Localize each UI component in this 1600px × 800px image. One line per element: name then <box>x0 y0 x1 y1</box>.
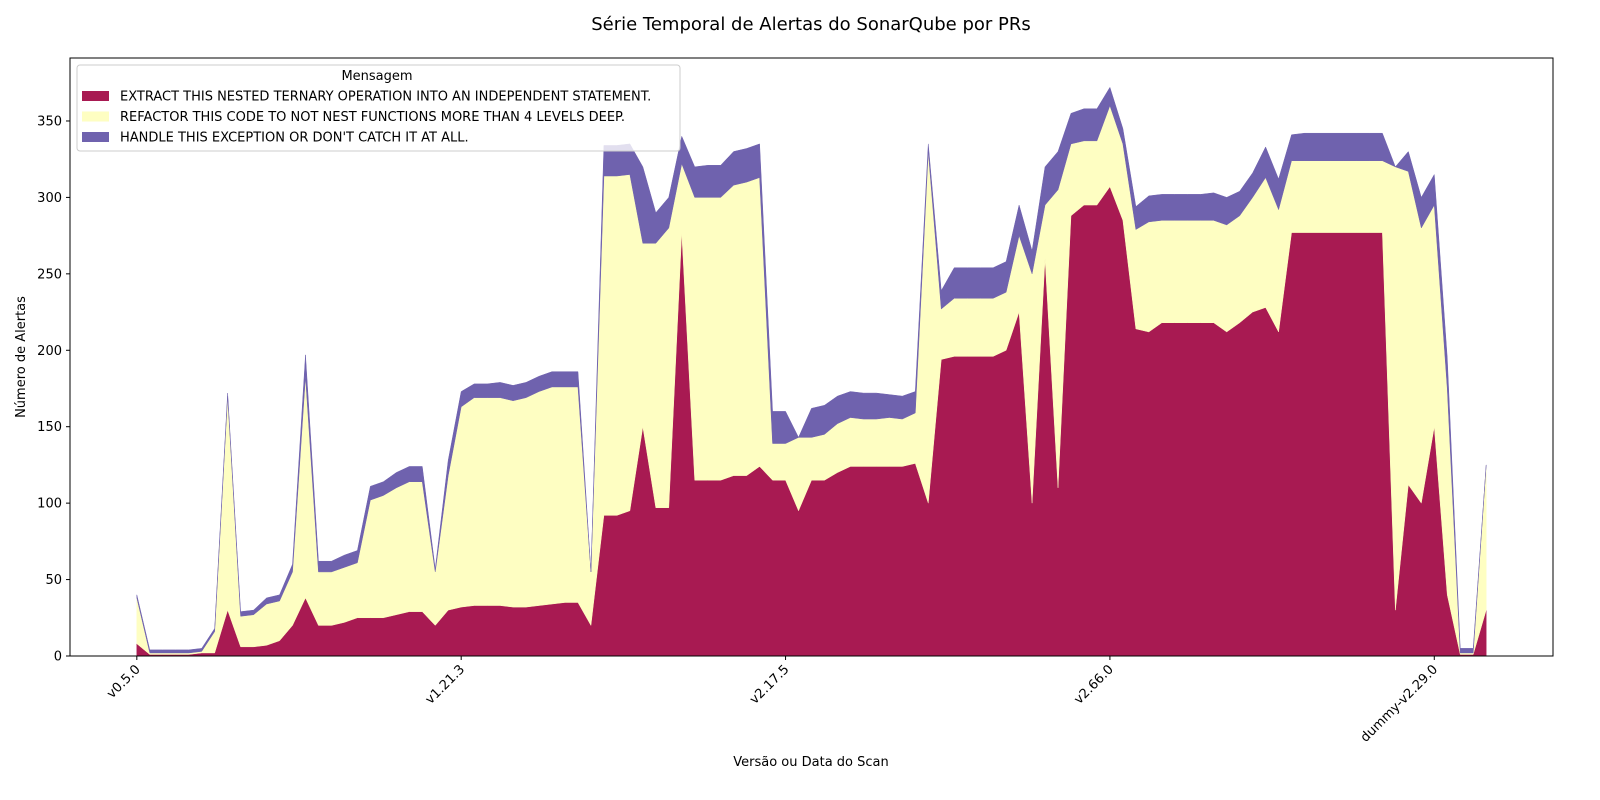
x-tick-label: dummy-v2.29.0 <box>1358 662 1441 745</box>
y-axis-label: Número de Alertas <box>14 296 29 418</box>
chart-title: Série Temporal de Alertas do SonarQube p… <box>591 14 1031 35</box>
y-tick-label: 200 <box>37 344 62 359</box>
legend-label: REFACTOR THIS CODE TO NOT NEST FUNCTIONS… <box>120 110 625 125</box>
y-tick-label: 250 <box>37 267 62 282</box>
y-tick-label: 300 <box>37 191 62 206</box>
y-tick-label: 50 <box>45 573 62 588</box>
x-tick-label: v1.21.3 <box>423 662 468 707</box>
x-tick-label: v0.5.0 <box>104 662 143 701</box>
legend-title: Mensagem <box>341 69 412 84</box>
x-axis-label: Versão ou Data do Scan <box>733 755 889 770</box>
y-tick-label: 100 <box>37 497 62 512</box>
legend-swatch <box>82 111 109 122</box>
legend-label: HANDLE THIS EXCEPTION OR DON'T CATCH IT … <box>120 131 469 146</box>
x-tick-label: v2.66.0 <box>1071 662 1116 707</box>
y-tick-label: 350 <box>37 114 62 129</box>
area <box>136 86 1487 654</box>
x-tick-label: v2.17.5 <box>747 662 792 707</box>
axes-frame <box>69 57 1554 657</box>
legend-box <box>76 64 681 152</box>
y-tick-label: 0 <box>54 650 62 665</box>
legend-swatch <box>82 132 109 142</box>
legend-label: EXTRACT THIS NESTED TERNARY OPERATION IN… <box>120 90 651 105</box>
y-tick-label: 150 <box>37 420 62 435</box>
plot-area <box>136 86 1487 657</box>
legend-swatch <box>82 91 109 101</box>
